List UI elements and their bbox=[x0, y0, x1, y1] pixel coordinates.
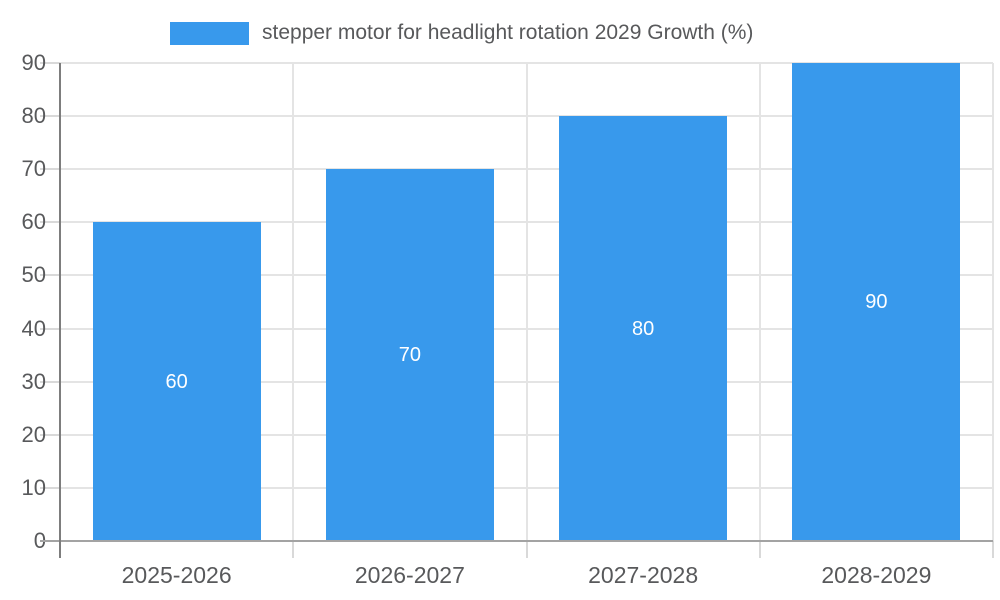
legend-label: stepper motor for headlight rotation 202… bbox=[262, 21, 754, 44]
y-tick-mark bbox=[40, 168, 60, 171]
bar-value-label: 60 bbox=[165, 370, 188, 393]
bar-value-label: 80 bbox=[632, 317, 655, 340]
bar bbox=[559, 116, 728, 541]
y-axis-tick-label: 60 bbox=[21, 209, 46, 235]
y-tick-mark bbox=[40, 327, 60, 330]
y-axis-tick-label: 80 bbox=[21, 103, 46, 129]
bar-value-label: 90 bbox=[865, 291, 888, 313]
x-tick-mark bbox=[758, 541, 761, 558]
x-tick-mark bbox=[992, 541, 994, 558]
bar bbox=[792, 63, 961, 541]
y-tick-mark bbox=[40, 486, 60, 489]
x-axis-tick-label: 2025-2026 bbox=[121, 562, 232, 588]
x-gridline bbox=[992, 63, 994, 541]
x-tick-mark bbox=[525, 541, 528, 558]
legend-swatch bbox=[170, 21, 249, 45]
y-axis-tick-label: 70 bbox=[21, 156, 46, 182]
y-axis-tick-label: 10 bbox=[21, 474, 46, 500]
x-axis-tick-label: 2027-2028 bbox=[588, 562, 699, 588]
x-gridline bbox=[292, 63, 295, 541]
bar-value-label: 70 bbox=[398, 344, 421, 367]
y-tick-mark bbox=[40, 62, 60, 64]
y-tick-mark bbox=[40, 380, 60, 383]
y-tick-mark bbox=[40, 115, 60, 118]
x-axis-tick-label: 2026-2027 bbox=[354, 562, 465, 588]
legend: stepper motor for headlight rotation 202… bbox=[170, 19, 753, 47]
y-tick-mark bbox=[40, 433, 60, 436]
y-axis-tick-label: 90 bbox=[21, 50, 46, 75]
y-axis-tick-label: 50 bbox=[21, 262, 46, 288]
x-axis-line bbox=[40, 540, 993, 542]
x-axis-tick-label: 2028-2029 bbox=[821, 562, 932, 588]
x-tick-mark bbox=[292, 541, 295, 558]
y-axis-line bbox=[59, 63, 61, 558]
x-gridline bbox=[525, 63, 528, 541]
y-axis-tick-label: 20 bbox=[21, 421, 46, 447]
y-axis-tick-label: 40 bbox=[21, 315, 46, 341]
plot-area: 0 10 20 30 40 50 60 70 80 90 60 70 80 90 2025-2026 2026… bbox=[22, 50, 994, 588]
bar bbox=[92, 222, 261, 541]
y-tick-mark bbox=[40, 221, 60, 224]
y-axis-tick-label: 0 bbox=[33, 528, 46, 553]
x-gridline bbox=[758, 63, 761, 541]
bar bbox=[325, 169, 494, 541]
y-tick-mark bbox=[40, 274, 60, 277]
y-axis-tick-label: 30 bbox=[21, 368, 46, 394]
